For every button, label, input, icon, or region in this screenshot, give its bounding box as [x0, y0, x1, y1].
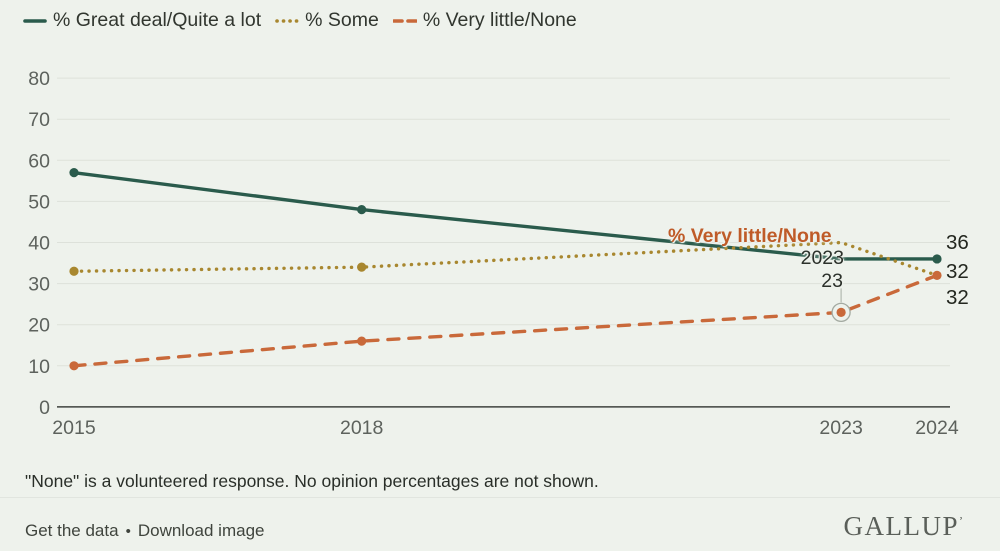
svg-text:30: 30 [28, 274, 50, 296]
callout-year-label: 2023 [800, 247, 844, 269]
svg-text:60: 60 [28, 150, 50, 172]
legend-item-great-deal: % Great deal/Quite a lot [23, 9, 261, 32]
callout-value-label: 23 [821, 270, 843, 292]
series-annotation-label: % Very little/None [668, 225, 832, 247]
end-value-great-deal: 36 [946, 231, 969, 254]
svg-text:2015: 2015 [52, 417, 96, 439]
legend-label-very-little: % Very little/None [422, 9, 577, 31]
legend-label-great-deal: % Great deal/Quite a lot [53, 9, 262, 31]
svg-text:2024: 2024 [915, 417, 959, 439]
gallup-logo-mark: ʼ [959, 514, 963, 528]
svg-text:10: 10 [28, 356, 50, 378]
bullet-separator: • [125, 522, 131, 540]
legend-label-some: % Some [305, 9, 379, 31]
gallup-logo: GALLUPʼ [844, 511, 964, 542]
svg-text:40: 40 [28, 233, 50, 255]
legend: % Great deal/Quite a lot % Some % Very l… [23, 9, 577, 32]
get-the-data-link[interactable]: Get the data [25, 521, 119, 540]
footer-divider [0, 497, 1000, 498]
gallup-logo-text: GALLUP [843, 511, 959, 541]
legend-item-some: % Some [275, 9, 379, 32]
dashed-line-swatch-icon [392, 18, 417, 23]
svg-text:0: 0 [39, 397, 50, 419]
legend-item-very-little: % Very little/None [392, 9, 577, 32]
confidence-line-chart: 0 10 20 30 40 50 60 70 80 2015 2018 2023 2024 [28, 68, 959, 439]
svg-text:2018: 2018 [340, 417, 383, 439]
end-value-very-little: 32 [946, 286, 969, 309]
svg-text:20: 20 [28, 315, 50, 337]
svg-text:70: 70 [28, 109, 50, 131]
svg-text:80: 80 [28, 68, 50, 90]
solid-line-swatch-icon [23, 18, 47, 23]
svg-text:50: 50 [28, 191, 50, 213]
svg-text:2023: 2023 [819, 417, 862, 439]
download-image-link[interactable]: Download image [137, 521, 265, 540]
footer-links: Get the data • Download image [25, 521, 264, 541]
footnote: "None" is a volunteered response. No opi… [25, 471, 599, 491]
end-value-some: 32 [946, 260, 969, 283]
